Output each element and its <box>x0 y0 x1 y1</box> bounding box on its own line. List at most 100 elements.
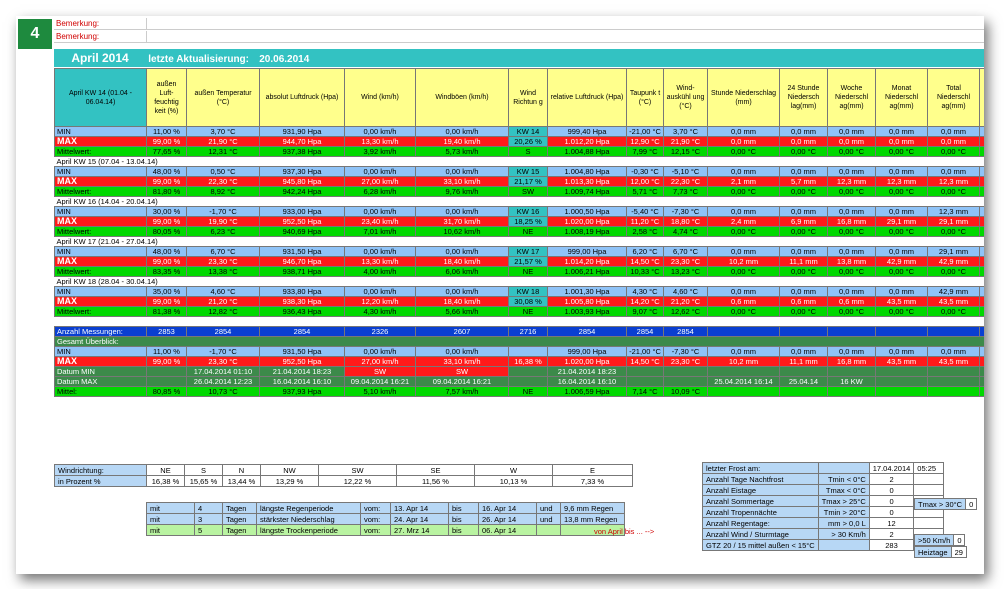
avg-row-cell[interactable]: 1,6bft <box>979 186 984 197</box>
max-row-cell[interactable]: 12,3 mm <box>875 176 928 187</box>
min-row-cell[interactable]: 999,40 Hpa <box>547 126 627 137</box>
stat-condition[interactable] <box>817 539 870 551</box>
wind-percent-cell[interactable]: 16,38 % <box>146 475 185 487</box>
max-row-cell[interactable]: 1.020,00 Hpa <box>547 216 627 227</box>
datum-min-row-cell[interactable]: 21.04.2014 18:23 <box>259 366 345 377</box>
min-row-cell[interactable]: KW 16 <box>508 206 548 217</box>
overall-max-row-cell[interactable]: 33,10 km/h <box>415 356 509 367</box>
mittel-row-cell[interactable]: 7,57 km/h <box>415 386 509 397</box>
stat-value[interactable]: 17.04.2014 <box>868 462 915 474</box>
min-row-cell[interactable]: 0,0 mm <box>707 166 780 177</box>
overall-min-row-cell[interactable]: 0 bft <box>979 346 984 357</box>
avg-row-cell[interactable]: 12,15 °C <box>663 146 708 157</box>
min-row-cell[interactable]: 0,0 mm <box>875 206 928 217</box>
max-row-cell[interactable]: 3 bft <box>979 296 984 307</box>
period-cell[interactable]: Tagen <box>222 524 257 536</box>
period-cell[interactable]: und <box>536 502 561 514</box>
mittel-row-cell[interactable]: 80,85 % <box>146 386 187 397</box>
count-row-cell[interactable]: 2326 <box>344 326 416 337</box>
max-row-cell[interactable]: 18,80 °C <box>663 216 708 227</box>
stat-condition[interactable]: Tmin > 20°C <box>817 506 870 518</box>
avg-row-cell[interactable]: 0,00 °C <box>927 306 980 317</box>
min-row-cell[interactable]: 931,50 Hpa <box>259 246 345 257</box>
stat-label[interactable]: GTZ 20 / 15 mittel außen < 15°C <box>702 539 819 551</box>
min-row-cell[interactable]: 0,0 mm <box>827 246 876 257</box>
min-row-cell[interactable]: 0,50 °C <box>186 166 260 177</box>
period-cell[interactable]: 27. Mrz 14 <box>390 524 449 536</box>
remark-cell-1[interactable] <box>146 18 984 30</box>
mittel-row-cell[interactable]: 10,09 °C <box>663 386 708 397</box>
period-cell[interactable]: vom: <box>360 524 391 536</box>
avg-row-cell[interactable]: 0,00 °C <box>707 306 780 317</box>
overall-min-row-cell[interactable]: 931,50 Hpa <box>259 346 345 357</box>
avg-row-cell[interactable]: 5,73 km/h <box>415 146 509 157</box>
max-row-cell[interactable]: 5,7 mm <box>779 176 828 187</box>
overall-max-row-cell[interactable]: MAX <box>54 356 147 367</box>
max-row-cell[interactable]: 33,10 km/h <box>415 176 509 187</box>
min-row-cell[interactable]: 0,0 mm <box>875 166 928 177</box>
min-row-cell[interactable]: 0 bft <box>979 166 984 177</box>
min-row-cell[interactable]: -0,30 °C <box>626 166 664 177</box>
min-row-cell[interactable]: 0,0 mm <box>779 206 828 217</box>
min-row-cell[interactable]: 35,00 % <box>146 286 187 297</box>
period-cell[interactable]: 24. Apr 14 <box>390 513 449 525</box>
mittel-row-cell[interactable]: NE <box>508 386 548 397</box>
mittel-row-cell[interactable]: 937,93 Hpa <box>259 386 345 397</box>
remark-cell-2[interactable] <box>146 31 984 43</box>
period-cell[interactable]: und <box>536 513 561 525</box>
min-row-cell[interactable]: -1,70 °C <box>186 206 260 217</box>
datum-max-row-cell[interactable] <box>927 376 980 387</box>
count-row-cell[interactable] <box>707 326 780 337</box>
max-row-cell[interactable]: 99,00 % <box>146 176 187 187</box>
min-row-cell[interactable]: KW 15 <box>508 166 548 177</box>
avg-row-cell[interactable]: 0,00 °C <box>827 186 876 197</box>
count-row-cell[interactable] <box>827 326 876 337</box>
period-cell[interactable]: Tagen <box>222 502 257 514</box>
max-row-cell[interactable]: 12,00 °C <box>626 176 664 187</box>
stat-label[interactable]: Anzahl Regentage: <box>702 517 819 529</box>
max-row-cell[interactable]: 14,50 °C <box>626 256 664 267</box>
stat-label[interactable]: Anzahl Tropennächte <box>702 506 819 518</box>
min-row-cell[interactable]: 0,00 km/h <box>344 206 416 217</box>
min-row-cell[interactable]: 0,00 km/h <box>415 166 509 177</box>
avg-row-cell[interactable]: 7,99 °C <box>626 146 664 157</box>
period-cell[interactable]: 4 <box>194 502 223 514</box>
min-row-cell[interactable]: 0 bft <box>979 126 984 137</box>
column-header[interactable]: Monat Niederschl ag(mm) <box>875 68 928 127</box>
min-row-cell[interactable]: KW 18 <box>508 286 548 297</box>
max-row-cell[interactable]: 99,00 % <box>146 216 187 227</box>
overall-min-row-cell[interactable]: 0,0 mm <box>707 346 780 357</box>
stat-condition[interactable]: > 30 Km/h <box>817 528 870 540</box>
avg-row-cell[interactable]: 4,30 km/h <box>344 306 416 317</box>
wind-direction-cell[interactable]: SW <box>318 464 397 476</box>
stat-value[interactable]: 2 <box>868 473 915 485</box>
overall-max-row-cell[interactable]: 952,50 Hpa <box>259 356 345 367</box>
avg-row-cell[interactable]: Mittelwert: <box>54 146 147 157</box>
period-cell[interactable]: längste Regenperiode <box>256 502 361 514</box>
stat-extra[interactable] <box>913 517 945 529</box>
overall-min-row-cell[interactable]: 11,00 % <box>146 346 187 357</box>
avg-row-cell[interactable]: 1.003,93 Hpa <box>547 306 627 317</box>
max-row-cell[interactable]: 0,0 mm <box>779 136 828 147</box>
max-row-cell[interactable]: 2 bft <box>979 256 984 267</box>
mittel-row-cell[interactable]: Mittel: <box>54 386 147 397</box>
count-row-cell[interactable]: 2853 <box>146 326 187 337</box>
avg-row-cell[interactable]: 81,38 % <box>146 306 187 317</box>
datum-min-row-cell[interactable] <box>827 366 876 377</box>
max-row-cell[interactable]: 99,00 % <box>146 296 187 307</box>
min-row-cell[interactable]: 1.001,30 Hpa <box>547 286 627 297</box>
mittel-row-cell[interactable] <box>875 386 928 397</box>
datum-max-row-cell[interactable]: 16 KW <box>827 376 876 387</box>
avg-row-cell[interactable]: 10,33 °C <box>626 266 664 277</box>
period-cell[interactable]: 13. Apr 14 <box>390 502 449 514</box>
min-row-cell[interactable]: 30,00 % <box>146 206 187 217</box>
avg-row-cell[interactable]: 4,00 km/h <box>344 266 416 277</box>
overall-min-row-cell[interactable]: MIN <box>54 346 147 357</box>
avg-row-cell[interactable]: 5,66 km/h <box>415 306 509 317</box>
min-row-cell[interactable]: 0,0 mm <box>875 286 928 297</box>
wind-percent-cell[interactable]: 15,65 % <box>184 475 223 487</box>
min-row-cell[interactable]: -21,00 °C <box>626 126 664 137</box>
count-row-cell[interactable]: Anzahl Messungen: <box>54 326 147 337</box>
datum-min-row-cell[interactable]: SW <box>344 366 416 377</box>
period-cell[interactable]: mit <box>146 502 195 514</box>
